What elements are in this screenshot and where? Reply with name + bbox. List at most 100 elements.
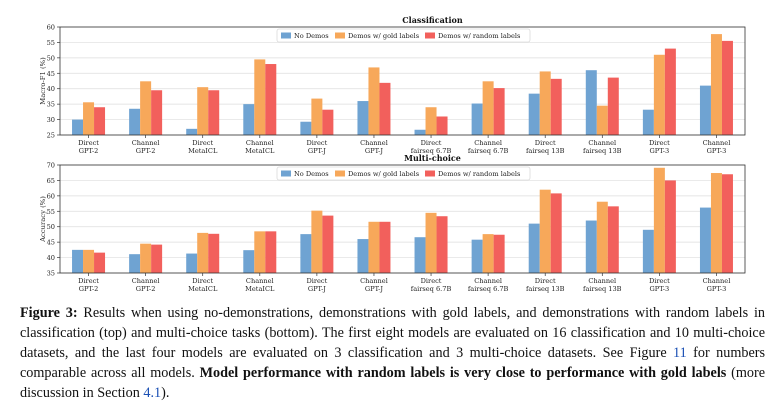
bar-demos-w-gold-labels <box>596 201 608 273</box>
x-tick-label: Channel <box>132 139 160 147</box>
bar-no-demos <box>243 104 255 135</box>
legend-swatch <box>425 32 435 39</box>
x-tick-label: GPT-3 <box>650 147 670 155</box>
x-tick-label: GPT-2 <box>136 285 156 293</box>
bar-demos-w-random-labels <box>664 180 676 273</box>
x-tick-label: GPT-J <box>308 147 326 155</box>
bar-demos-w-random-labels <box>322 109 334 135</box>
bar-demos-w-random-labels <box>664 48 676 135</box>
x-tick-label: GPT-3 <box>707 147 727 155</box>
y-axis-label: Accuracy (%) <box>39 196 47 243</box>
bar-demos-w-gold-labels <box>653 54 665 136</box>
x-tick-label: fairseq 13B <box>526 147 565 155</box>
caption-section-link[interactable]: 4.1 <box>143 385 162 401</box>
x-tick-label: Channel <box>246 139 274 147</box>
caption-text-4: ). <box>161 385 170 401</box>
x-tick-label: Channel <box>474 139 502 147</box>
x-tick-label: MetaICL <box>245 285 275 293</box>
caption-text-1: Results when using no-demonstrations, de… <box>20 305 765 361</box>
x-tick-label: fairseq 13B <box>583 147 622 155</box>
x-tick-label: fairseq 6.7B <box>411 147 452 155</box>
y-tick-label: 25 <box>47 132 55 140</box>
bar-no-demos <box>72 249 84 273</box>
bar-no-demos <box>585 70 597 135</box>
bar-demos-w-gold-labels <box>653 167 665 273</box>
x-tick-label: GPT-3 <box>650 285 670 293</box>
bar-no-demos <box>129 254 141 273</box>
x-tick-label: GPT-J <box>365 147 383 155</box>
y-tick-label: 35 <box>47 270 55 278</box>
bar-no-demos <box>642 229 654 273</box>
bar-demos-w-gold-labels <box>596 105 608 135</box>
y-tick-label: 45 <box>47 239 55 247</box>
bar-demos-w-gold-labels <box>197 232 209 273</box>
bar-demos-w-random-labels <box>493 234 505 273</box>
x-tick-label: Channel <box>246 277 274 285</box>
legend-label: Demos w/ random labels <box>438 32 521 40</box>
x-tick-label: MetaICL <box>188 147 218 155</box>
x-tick-label: fairseq 13B <box>583 285 622 293</box>
bar-no-demos <box>699 207 711 273</box>
bar-no-demos <box>300 121 312 135</box>
x-tick-label: fairseq 6.7B <box>411 285 452 293</box>
bar-demos-w-random-labels <box>721 40 733 136</box>
x-tick-label: Direct <box>78 139 99 147</box>
bar-demos-w-gold-labels <box>368 221 380 273</box>
bar-demos-w-random-labels <box>436 216 448 273</box>
bar-demos-w-gold-labels <box>539 189 551 273</box>
bar-demos-w-gold-labels <box>425 212 437 273</box>
bar-demos-w-gold-labels <box>140 243 152 273</box>
y-tick-label: 70 <box>47 162 55 170</box>
chart-classification: 2530354045505560DirectGPT-2ChannelGPT-2D… <box>39 15 746 155</box>
caption-text-2: for numbers comparable across all models… <box>20 345 765 381</box>
y-tick-label: 30 <box>47 116 55 124</box>
bar-demos-w-random-labels <box>265 231 277 273</box>
bar-demos-w-gold-labels <box>710 173 722 273</box>
caption-figure-link[interactable]: 11 <box>673 345 687 361</box>
x-tick-label: MetaICL <box>188 285 218 293</box>
legend-box <box>276 28 531 43</box>
bar-no-demos <box>186 128 198 135</box>
legend-box <box>276 166 531 181</box>
legend-swatch <box>425 170 435 177</box>
x-tick-label: Direct <box>421 277 442 285</box>
x-tick-label: fairseq 6.7B <box>468 285 509 293</box>
figure-caption: Figure 3: Results when using no-demonstr… <box>20 303 765 403</box>
bar-demos-w-random-labels <box>265 64 277 135</box>
x-tick-label: GPT-J <box>308 285 326 293</box>
x-tick-label: Direct <box>78 277 99 285</box>
x-tick-label: Channel <box>474 277 502 285</box>
bar-demos-w-random-labels <box>607 77 619 135</box>
bar-demos-w-random-labels <box>607 206 619 273</box>
figure-charts: 2530354045505560DirectGPT-2ChannelGPT-2D… <box>39 15 746 293</box>
y-tick-label: 40 <box>47 254 55 262</box>
plot-area <box>60 27 745 135</box>
bar-no-demos <box>528 223 540 273</box>
y-tick-label: 50 <box>47 223 55 231</box>
bar-no-demos <box>357 101 369 135</box>
bar-demos-w-random-labels <box>550 78 562 135</box>
x-tick-label: Channel <box>703 277 731 285</box>
x-tick-label: Channel <box>588 277 616 285</box>
bar-no-demos <box>471 239 483 273</box>
y-tick-label: 45 <box>47 70 55 78</box>
x-tick-label: Direct <box>306 139 327 147</box>
bar-no-demos <box>300 234 312 273</box>
bar-demos-w-random-labels <box>94 252 106 273</box>
x-tick-label: fairseq 6.7B <box>468 147 509 155</box>
bar-demos-w-random-labels <box>436 116 448 135</box>
caption-text-3: (more discussion in Section <box>20 365 765 401</box>
chart-title: Classification <box>402 15 463 25</box>
x-tick-label: Channel <box>703 139 731 147</box>
bar-demos-w-random-labels <box>493 88 505 135</box>
bar-demos-w-gold-labels <box>311 98 323 135</box>
plot-area <box>60 165 745 273</box>
legend-label: Demos w/ gold labels <box>348 32 420 40</box>
legend-swatch <box>335 32 345 39</box>
bar-demos-w-random-labels <box>322 215 334 273</box>
x-tick-label: GPT-2 <box>79 147 99 155</box>
y-tick-label: 60 <box>47 24 55 32</box>
bar-demos-w-gold-labels <box>539 71 551 135</box>
bar-demos-w-gold-labels <box>425 107 437 135</box>
x-tick-label: GPT-2 <box>79 285 99 293</box>
